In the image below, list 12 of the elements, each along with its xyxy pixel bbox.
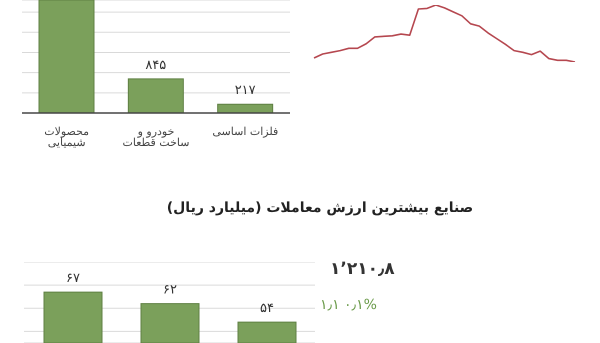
data-label: ۸۴۵ bbox=[145, 58, 166, 73]
data-label: ۶۲ bbox=[163, 282, 177, 298]
x-tick-label: خودرو و ساخت قطعات bbox=[122, 124, 190, 149]
text: ۱٬۲۱۰٫۸ bbox=[330, 259, 395, 279]
x-tick-label: فلزات اساسی bbox=[212, 124, 278, 138]
data-label: ۲۱۷ bbox=[234, 83, 256, 98]
text: ۰٫۱% bbox=[344, 297, 377, 313]
text: ۱٫۱ bbox=[320, 297, 340, 313]
data-label: ۶۷ bbox=[66, 271, 80, 286]
chart-title: صنایع بیشترین ارزش معاملات (میلیارد ریال) bbox=[166, 200, 474, 216]
data-label: ۵۴ bbox=[260, 301, 274, 316]
x-tick-label: محصولات شیمیایی bbox=[44, 124, 90, 149]
